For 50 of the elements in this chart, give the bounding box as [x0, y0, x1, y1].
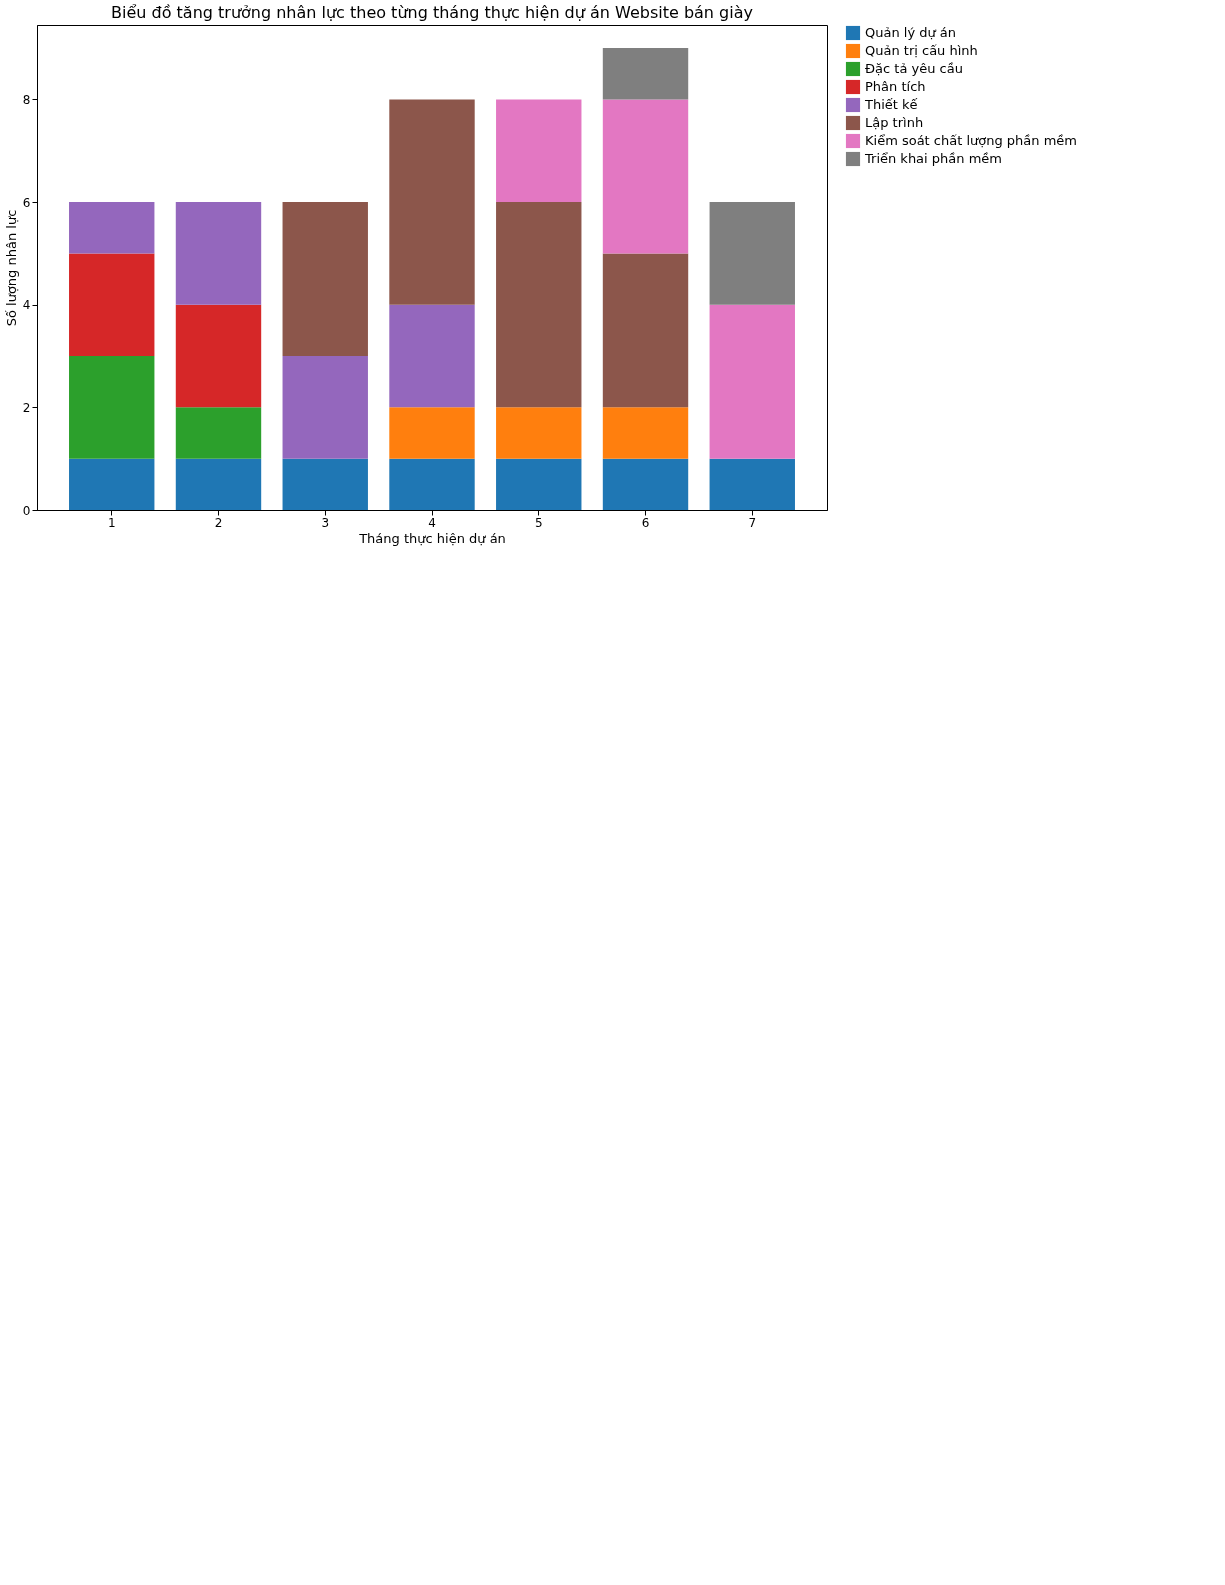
x-axis-title: Tháng thực hiện dự án — [358, 530, 506, 546]
bar — [709, 202, 795, 305]
bar — [175, 304, 262, 408]
y-tick-label: 8 — [22, 92, 31, 107]
x-tick-label: 6 — [641, 515, 650, 530]
x-tick-label: 7 — [748, 515, 757, 530]
x-tick-label: 4 — [428, 515, 436, 530]
x-tick-label: 5 — [534, 515, 543, 530]
bar — [709, 304, 795, 459]
x-tick-label: 3 — [321, 515, 330, 530]
x-tick-label: 2 — [214, 515, 223, 530]
bar — [389, 407, 475, 459]
bar — [496, 458, 582, 510]
legend-label: Quản trị cấu hình — [865, 43, 978, 58]
bar — [175, 202, 262, 305]
bar — [496, 202, 582, 408]
bar — [496, 99, 582, 203]
legend-label: Quản lý dự án — [865, 25, 957, 40]
legend-label: Đặc tả yêu cầu — [865, 61, 963, 76]
bar — [602, 99, 689, 254]
legend-label: Triển khai phần mềm — [864, 151, 1002, 166]
bar — [389, 458, 475, 510]
bar — [602, 407, 689, 459]
y-tick-label: 2 — [22, 400, 31, 415]
bar — [175, 407, 262, 459]
bar — [389, 304, 475, 408]
bar — [282, 356, 368, 459]
legend-label: Kiểm soát chất lượng phần mềm — [865, 133, 1078, 148]
bar — [175, 458, 262, 510]
legend-label: Thiết kế — [864, 97, 918, 112]
legend-label: Phân tích — [865, 79, 926, 94]
bar — [602, 48, 689, 100]
y-tick-label: 6 — [22, 195, 31, 210]
y-axis-title: Số lượng nhân lực — [3, 209, 19, 327]
legend-label: Lập trình — [865, 115, 924, 130]
x-tick-label: 1 — [107, 515, 116, 530]
bar — [282, 202, 368, 357]
bar — [496, 407, 582, 459]
bar — [602, 253, 689, 408]
bar — [282, 458, 368, 510]
bar — [709, 458, 795, 510]
bar — [69, 458, 155, 510]
chart-title: Biểu đồ tăng trưởng nhân lực theo từng tháng thực hiện dự án Website bán giày — [111, 3, 753, 22]
y-tick-label: 4 — [22, 298, 31, 313]
bar — [69, 253, 155, 357]
bar — [69, 356, 155, 459]
y-tick-label: 0 — [22, 503, 31, 518]
bar — [602, 458, 689, 510]
bar — [389, 99, 475, 305]
bar — [69, 202, 155, 254]
